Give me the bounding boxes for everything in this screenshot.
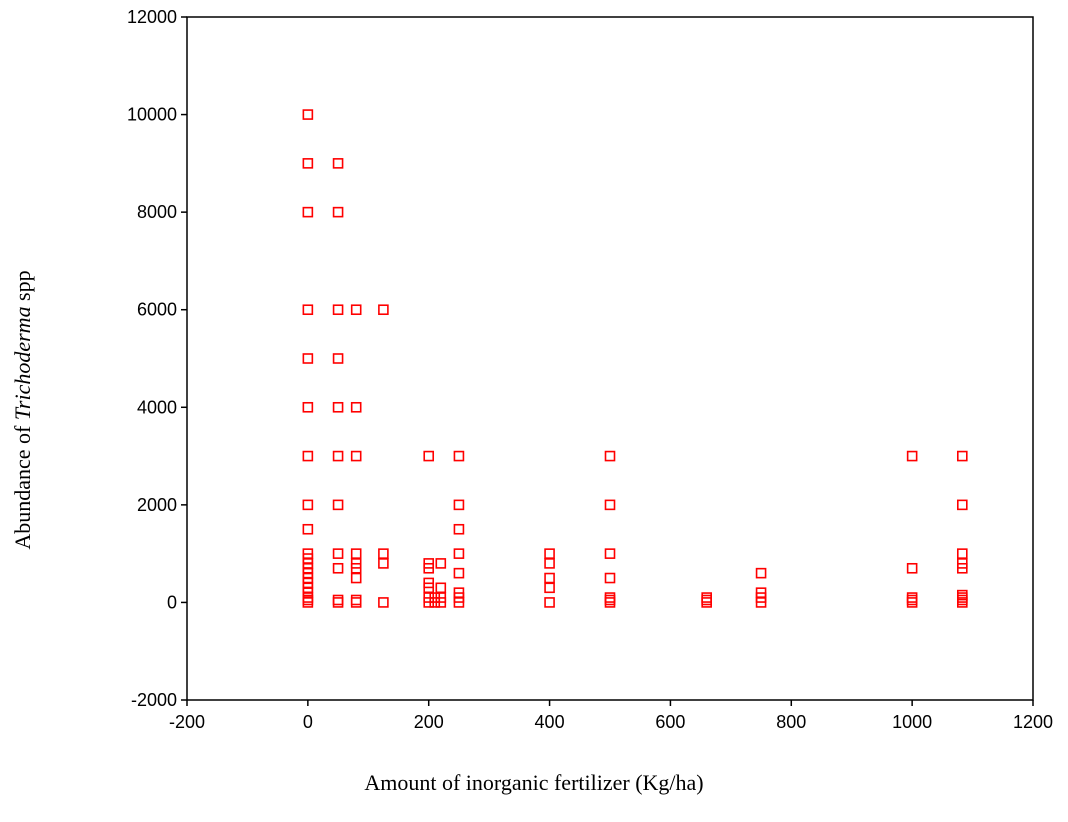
- data-point: [350, 401, 362, 413]
- data-point: [906, 450, 918, 462]
- data-point: [544, 548, 555, 559]
- y-tick-label: 0: [167, 592, 177, 612]
- data-point: [906, 562, 918, 574]
- data-point: [423, 562, 435, 574]
- data-point: [350, 572, 362, 584]
- data-point: [332, 158, 344, 169]
- data-point: [350, 304, 362, 316]
- x-axis-title: Amount of inorganic fertilizer (Kg/ha): [364, 770, 703, 795]
- y-axis-title-italic: Trichoderma: [10, 306, 35, 420]
- data-point: [906, 594, 918, 606]
- data-point: [604, 594, 616, 606]
- data-point: [956, 450, 968, 462]
- data-point: [701, 594, 712, 606]
- data-point: [956, 548, 968, 559]
- data-point: [332, 353, 344, 364]
- data-point: [302, 401, 314, 413]
- y-axis-title: Abundance of Trichoderma spp: [10, 270, 35, 549]
- y-tick-label: 2000: [137, 495, 177, 515]
- data-point: [701, 597, 712, 608]
- data-point: [604, 450, 616, 462]
- data-point: [604, 597, 616, 608]
- x-axis: -200 0 200 400 600 800 1000 1200: [169, 700, 1053, 732]
- data-point: [423, 450, 435, 462]
- data-point: [453, 567, 465, 579]
- x-tick-label: 600: [655, 712, 685, 732]
- y-axis: -2000 0 2000 4000 6000 8000 10000 12000: [127, 7, 187, 710]
- data-point: [544, 582, 555, 594]
- data-point: [350, 450, 362, 462]
- data-point: [302, 158, 314, 169]
- y-tick-label: 8000: [137, 202, 177, 222]
- data-point: [378, 558, 389, 569]
- data-point: [378, 304, 389, 316]
- data-point: [378, 597, 389, 608]
- data-point: [544, 558, 555, 569]
- data-point: [435, 597, 447, 608]
- x-tick-label: 800: [776, 712, 806, 732]
- x-tick-label: 400: [535, 712, 565, 732]
- y-axis-title-prefix: Abundance of: [10, 420, 35, 550]
- data-point: [350, 594, 362, 606]
- data-point: [302, 523, 314, 535]
- data-point: [453, 523, 465, 535]
- x-tick-label: 1000: [892, 712, 932, 732]
- y-tick-label: 4000: [137, 397, 177, 417]
- y-tick-label: -2000: [131, 690, 177, 710]
- data-point: [332, 597, 344, 608]
- y-tick-label: 12000: [127, 7, 177, 27]
- data-point: [544, 572, 555, 584]
- y-axis-title-suffix: spp: [10, 270, 35, 306]
- y-tick-label: 10000: [127, 105, 177, 125]
- data-point: [302, 450, 314, 462]
- data-point: [332, 548, 344, 559]
- data-point: [956, 562, 968, 574]
- data-point: [332, 499, 344, 511]
- data-point: [332, 450, 344, 462]
- plot-frame: [186, 16, 1034, 701]
- data-point: [332, 594, 344, 606]
- data-point: [302, 499, 314, 511]
- data-point: [604, 548, 616, 559]
- x-tick-label: 200: [414, 712, 444, 732]
- y-tick-label: 6000: [137, 300, 177, 320]
- x-tick-label: 1200: [1013, 712, 1053, 732]
- data-point: [453, 597, 465, 608]
- data-point: [302, 353, 314, 364]
- data-point: [302, 206, 314, 218]
- x-tick-label: 0: [303, 712, 313, 732]
- data-point: [332, 401, 344, 413]
- data-point: [350, 548, 362, 559]
- data-point: [302, 109, 314, 120]
- data-point: [755, 567, 767, 579]
- data-point: [906, 597, 918, 608]
- data-point: [435, 558, 447, 569]
- data-point: [435, 582, 447, 594]
- data-points: [302, 109, 968, 608]
- data-point: [302, 304, 314, 316]
- data-point: [956, 597, 968, 608]
- x-tick-label: -200: [169, 712, 205, 732]
- data-point: [332, 562, 344, 574]
- data-point: [453, 548, 465, 559]
- data-point: [755, 597, 767, 608]
- data-point: [604, 499, 616, 511]
- data-point: [332, 304, 344, 316]
- data-point: [544, 597, 555, 608]
- data-point: [453, 450, 465, 462]
- data-point: [378, 548, 389, 559]
- data-point: [332, 206, 344, 218]
- data-point: [453, 499, 465, 511]
- data-point: [302, 597, 314, 608]
- data-point: [604, 572, 616, 584]
- data-point: [956, 499, 968, 511]
- data-point: [350, 597, 362, 608]
